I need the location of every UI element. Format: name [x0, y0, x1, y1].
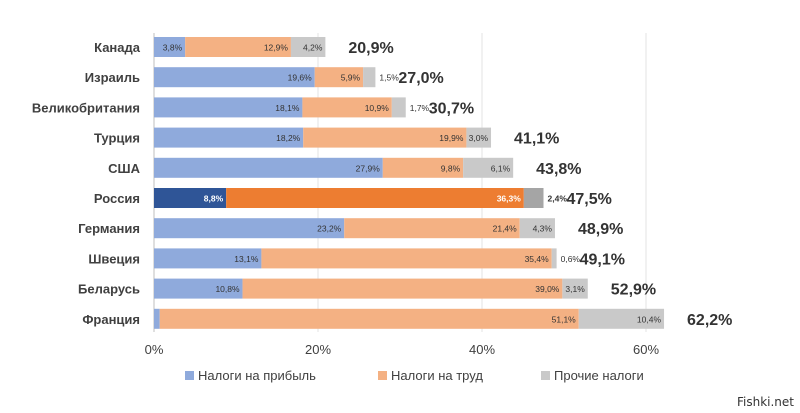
category-label: США: [108, 161, 140, 176]
data-label: 10,4%: [637, 314, 662, 324]
watermark: Fishki.net: [736, 395, 794, 409]
bar-segment: [226, 188, 524, 208]
data-label: 1,5%: [379, 73, 399, 83]
total-label: 52,9%: [611, 282, 656, 299]
data-label: 1,7%: [410, 103, 430, 113]
data-label: 13,1%: [234, 254, 259, 264]
total-label: 47,5%: [567, 191, 612, 208]
bar-segment: [578, 308, 665, 329]
bar-segment: [551, 248, 557, 269]
bar-segment: [290, 37, 326, 57]
bar-segment: [154, 278, 243, 299]
legend-swatch: [378, 371, 387, 380]
bar-segment: [466, 127, 492, 148]
data-label: 19,6%: [288, 73, 313, 83]
legend-swatch: [541, 371, 550, 380]
data-label: 2,4%: [548, 194, 568, 204]
bar-segment: [463, 157, 514, 178]
legend-swatch: [185, 371, 194, 380]
total-label: 62,2%: [687, 312, 732, 329]
bar-segment: [382, 157, 464, 178]
bar-segment: [314, 67, 364, 88]
bar-segment: [242, 278, 563, 299]
category-label: Швеция: [88, 251, 140, 266]
bar-segment: [363, 67, 376, 88]
data-label: 36,3%: [497, 194, 522, 204]
x-tick-label: 60%: [633, 342, 659, 357]
bar-segment: [261, 248, 552, 269]
category-label: Великобритания: [32, 100, 140, 115]
total-label: 20,9%: [348, 40, 393, 57]
bar-segment: [302, 97, 392, 118]
category-label: Турция: [94, 131, 140, 146]
category-label: Беларусь: [78, 282, 140, 297]
category-label: Франция: [82, 312, 140, 327]
data-label: 8,8%: [204, 194, 224, 204]
bar-segment: [159, 308, 579, 329]
total-label: 30,7%: [429, 100, 474, 117]
legend-label: Налоги на труд: [391, 368, 483, 383]
bar-segment: [154, 67, 315, 88]
bar-segment: [154, 97, 303, 118]
x-tick-label: 0%: [145, 342, 164, 357]
bar-segment: [185, 37, 291, 57]
category-label: Германия: [78, 221, 140, 236]
data-label: 21,4%: [493, 224, 518, 234]
category-label: Канада: [94, 40, 141, 55]
bar-segment: [523, 188, 544, 208]
data-label: 51,1%: [552, 314, 577, 324]
data-label: 39,0%: [535, 284, 560, 294]
data-label: 10,9%: [365, 103, 390, 113]
total-label: 48,9%: [578, 221, 623, 238]
data-label: 3,0%: [469, 133, 489, 143]
bar-segment: [391, 97, 406, 118]
data-label: 4,2%: [303, 43, 323, 53]
data-label: 5,9%: [341, 73, 361, 83]
x-tick-label: 40%: [469, 342, 495, 357]
total-label: 27,0%: [398, 70, 443, 87]
data-label: 6,1%: [491, 163, 511, 173]
bar-segment: [154, 248, 262, 269]
bar-segment: [562, 278, 588, 299]
data-label: 35,4%: [525, 254, 550, 264]
bar-segment: [154, 218, 345, 239]
bar-segment: [154, 157, 383, 178]
bar-segment: [344, 218, 520, 239]
data-label: 18,2%: [276, 133, 301, 143]
data-label: 23,2%: [317, 224, 342, 234]
data-label: 19,9%: [439, 133, 464, 143]
category-label: Россия: [94, 191, 140, 206]
total-label: 41,1%: [514, 131, 559, 148]
legend-label: Прочие налоги: [554, 368, 644, 383]
data-label: 18,1%: [275, 103, 300, 113]
category-label: Израиль: [85, 70, 140, 85]
total-label: 43,8%: [536, 161, 581, 178]
bar-segment: [519, 218, 555, 239]
bar-segment: [303, 127, 467, 148]
data-label: 0,6%: [561, 254, 581, 264]
data-label: 9,8%: [441, 163, 461, 173]
data-label: 10,8%: [215, 284, 240, 294]
legend-label: Налоги на прибыль: [198, 368, 316, 383]
data-label: 3,8%: [163, 43, 183, 53]
bar-segment: [154, 127, 304, 148]
total-label: 49,1%: [580, 251, 625, 268]
data-label: 12,9%: [264, 43, 289, 53]
bar-segment: [154, 37, 186, 57]
bar-segment: [154, 308, 160, 329]
data-label: 27,9%: [356, 163, 381, 173]
bar-segment: [154, 188, 227, 208]
x-tick-label: 20%: [305, 342, 331, 357]
data-label: 3,1%: [565, 284, 585, 294]
data-label: 4,3%: [533, 224, 553, 234]
